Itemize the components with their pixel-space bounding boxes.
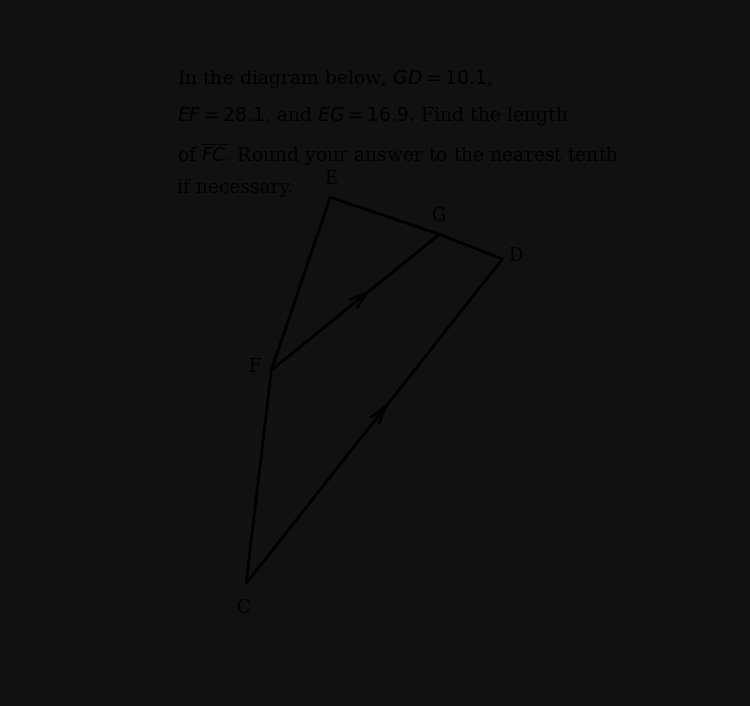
- Text: E: E: [323, 169, 337, 188]
- Text: $EF = 28.1$, and $EG = 16.9$. Find the length: $EF = 28.1$, and $EG = 16.9$. Find the l…: [177, 104, 568, 126]
- Text: In the diagram below, $GD = 10.1$,: In the diagram below, $GD = 10.1$,: [177, 68, 492, 90]
- Text: D: D: [508, 247, 522, 265]
- Text: C: C: [237, 599, 251, 617]
- Text: if necessary.: if necessary.: [177, 179, 293, 197]
- Text: of $\overline{FC}$. Round your answer to the nearest tenth: of $\overline{FC}$. Round your answer to…: [177, 142, 619, 168]
- Text: F: F: [248, 358, 261, 376]
- Text: G: G: [432, 207, 446, 225]
